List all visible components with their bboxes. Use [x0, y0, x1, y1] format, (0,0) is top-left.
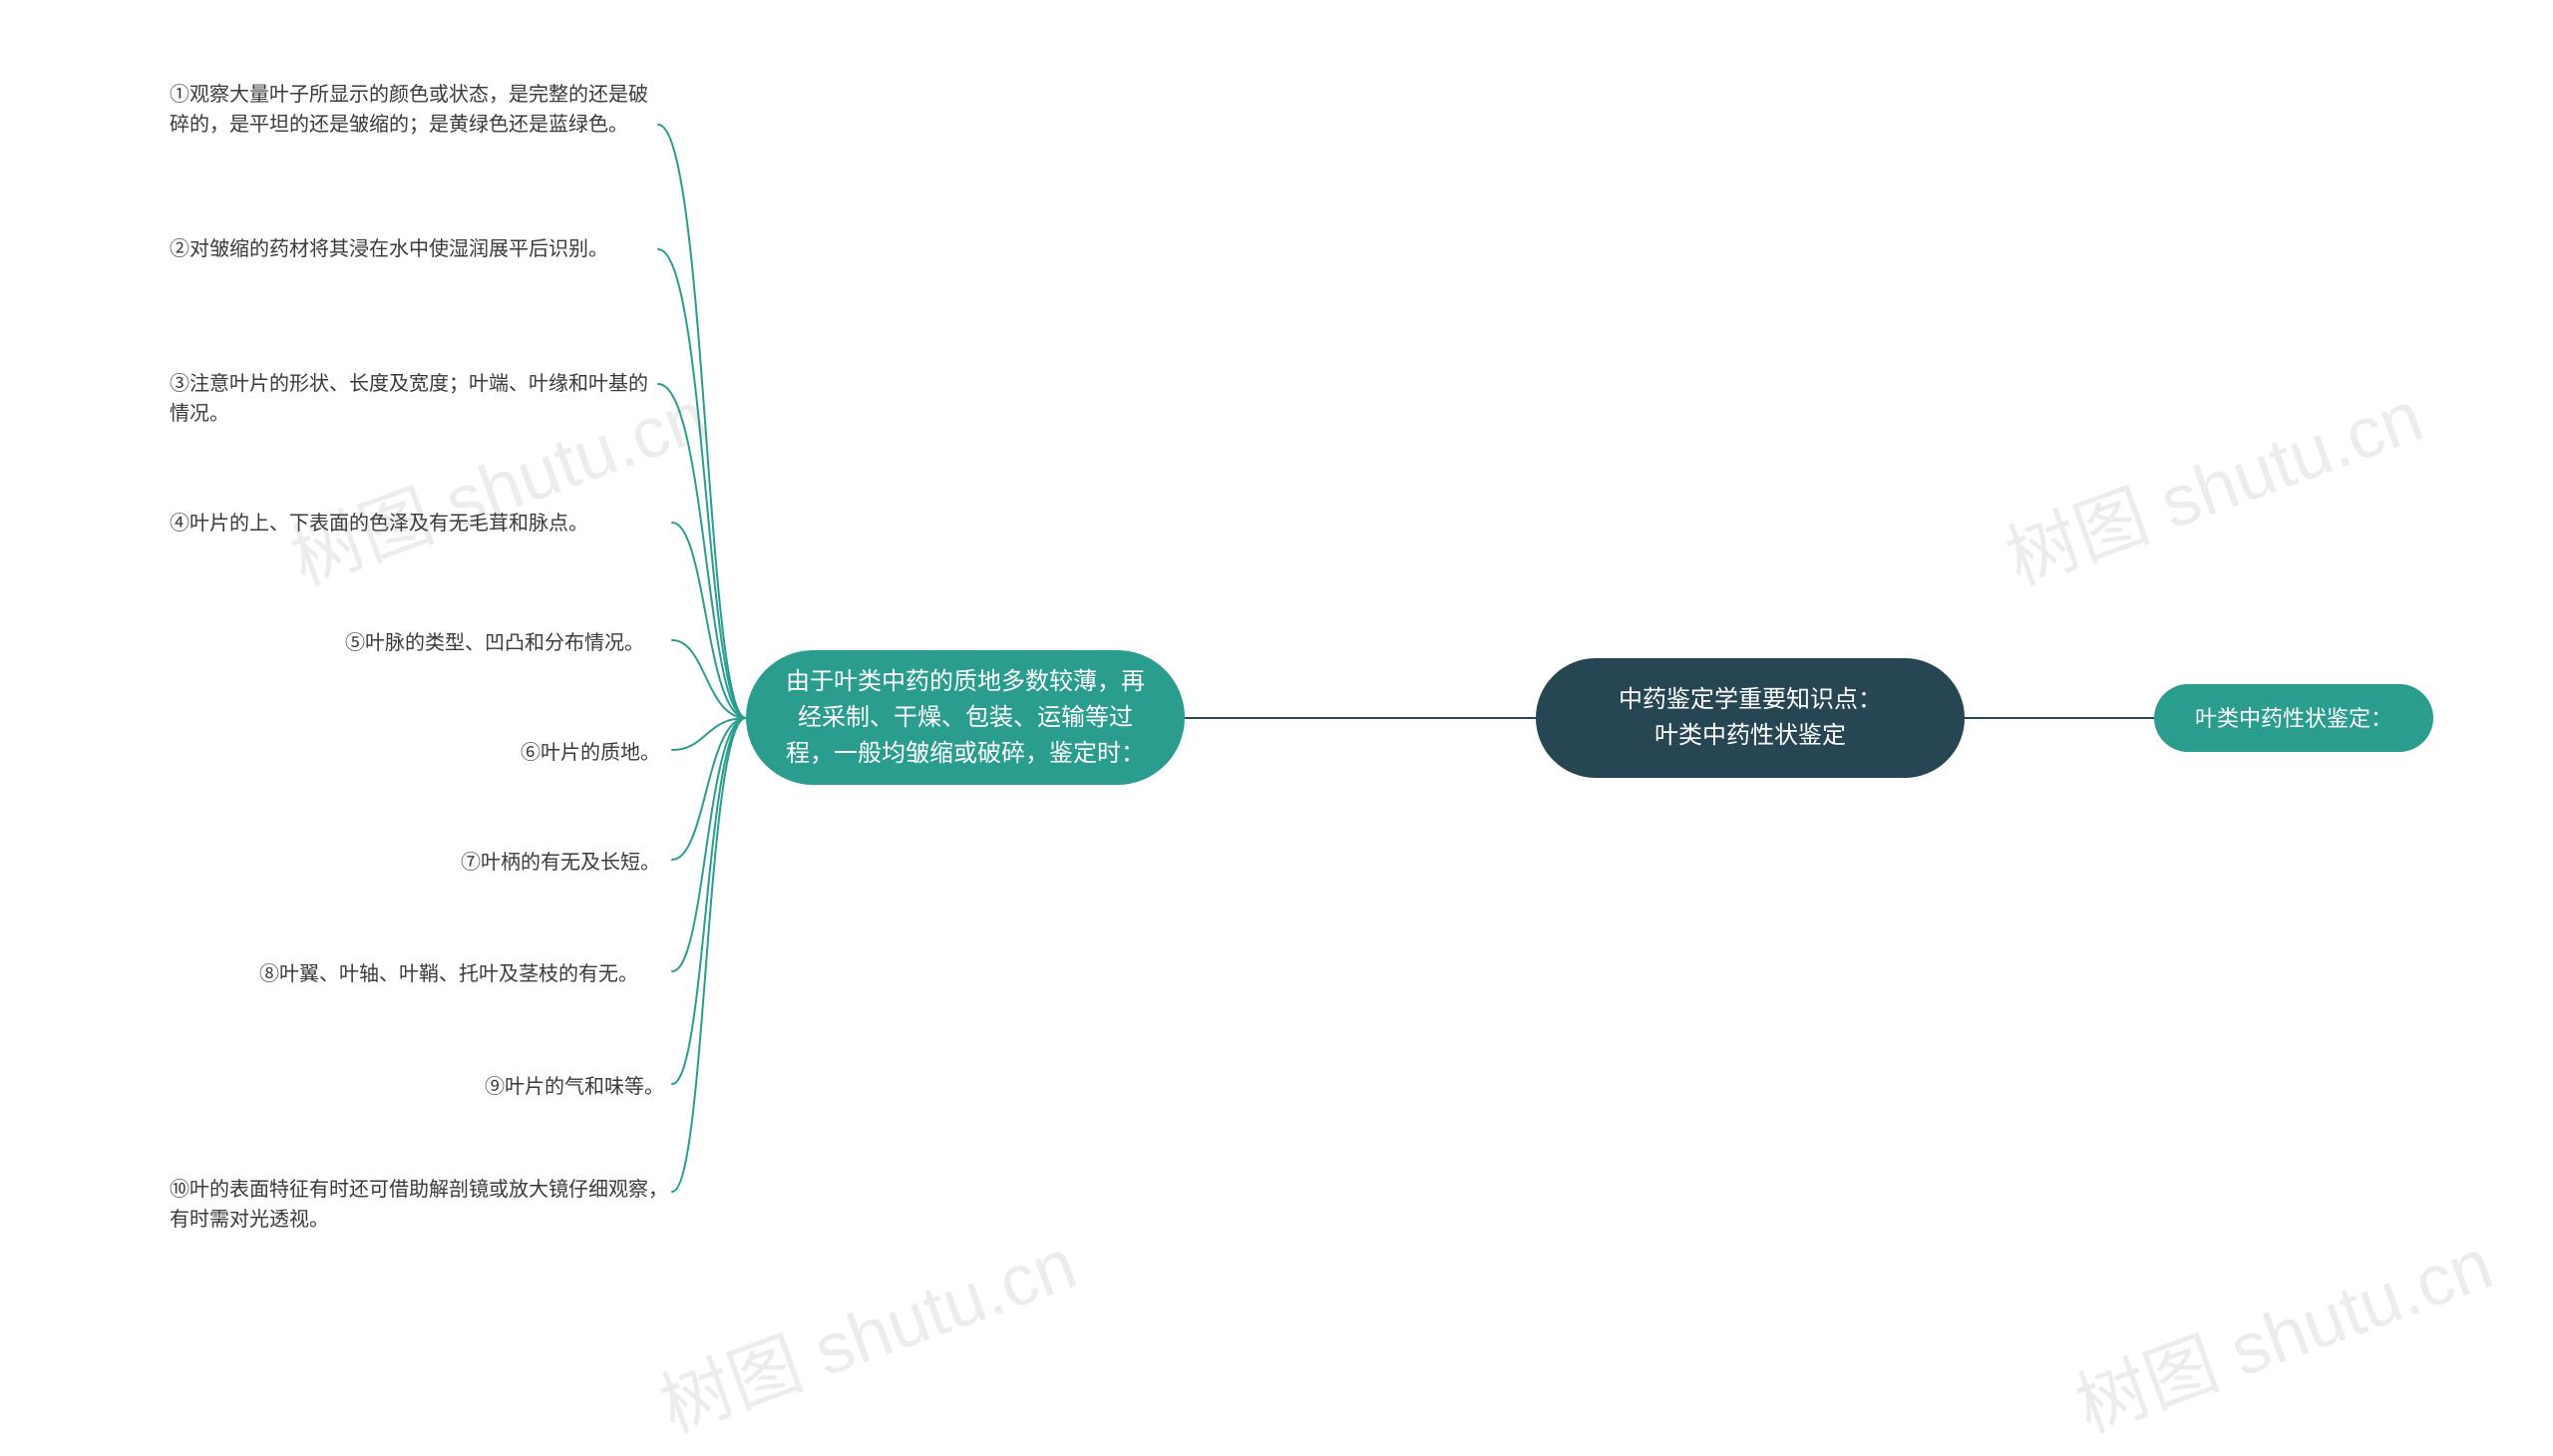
mindmap-canvas: 中药鉴定学重要知识点：叶类中药性状鉴定 叶类中药性状鉴定： 由于叶类中药的质地多… [0, 0, 2553, 1456]
root-node: 中药鉴定学重要知识点：叶类中药性状鉴定 [1536, 658, 1965, 778]
leaf-item-6: ⑥叶片的质地。 [521, 738, 680, 768]
leaf-item-10: ⑩叶的表面特征有时还可借助解剖镜或放大镜仔细观察，有时需对光透视。 [170, 1175, 668, 1235]
leaf-item-2: ②对皱缩的药材将其浸在水中使湿润展平后识别。 [170, 234, 648, 264]
leaf-item-5: ⑤叶脉的类型、凹凸和分布情况。 [345, 628, 679, 658]
leaf-item-1: ①观察大量叶子所显示的颜色或状态，是完整的还是破碎的，是平坦的还是皱缩的；是黄绿… [170, 80, 648, 140]
right-branch-node: 叶类中药性状鉴定： [2154, 684, 2433, 752]
watermark: 树图 shutu.cn [643, 1206, 1088, 1453]
leaf-item-3: ③注意叶片的形状、长度及宽度；叶端、叶缘和叶基的情况。 [170, 369, 648, 429]
leaf-item-8: ⑧叶翼、叶轴、叶鞘、托叶及茎枝的有无。 [259, 959, 678, 989]
watermark: 树图 shutu.cn [1990, 358, 2434, 605]
leaf-item-7: ⑦叶柄的有无及长短。 [461, 848, 680, 878]
watermark: 树图 shutu.cn [2059, 1206, 2504, 1453]
leaf-item-9: ⑨叶片的气和味等。 [485, 1072, 684, 1102]
leaf-item-4: ④叶片的上、下表面的色泽及有无毛茸和脉点。 [170, 509, 668, 539]
left-branch-node: 由于叶类中药的质地多数较薄，再经采制、干燥、包装、运输等过程，一般均皱缩或破碎，… [746, 650, 1185, 785]
